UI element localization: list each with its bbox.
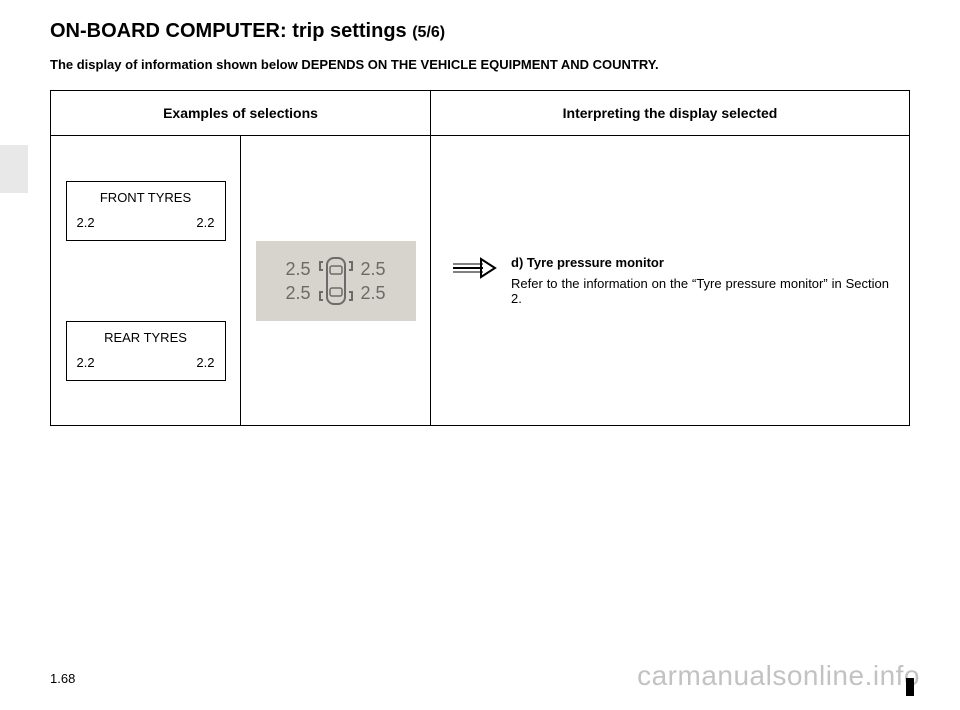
car-fl-value: 2.5: [285, 260, 310, 278]
corner-mark: [906, 678, 914, 696]
page-number: 1.68: [50, 671, 75, 686]
front-right-value: 2.2: [196, 215, 214, 230]
page-title: ON-BOARD COMPUTER: trip settings (5/6): [50, 20, 910, 43]
rear-left-value: 2.2: [77, 355, 95, 370]
interp-title: d) Tyre pressure monitor: [511, 255, 889, 270]
right-pressure-column: 2.5 2.5: [361, 260, 386, 302]
car-display: 2.5 2.5 2.5 2.5: [256, 241, 416, 321]
interp-body: Refer to the information on the “Tyre pr…: [511, 276, 889, 306]
equipment-note: The display of information shown below D…: [50, 57, 910, 72]
page-content: ON-BOARD COMPUTER: trip settings (5/6) T…: [0, 0, 960, 426]
watermark: carmanualsonline.info: [637, 660, 920, 692]
car-icon: [317, 252, 355, 310]
rear-tyres-label: REAR TYRES: [77, 330, 215, 345]
header-examples: Examples of selections: [51, 91, 431, 136]
example-cell-graphic: 2.5 2.5 2.5 2.5: [241, 136, 431, 426]
interpretation-text: d) Tyre pressure monitor Refer to the in…: [511, 255, 889, 306]
left-pressure-column: 2.5 2.5: [285, 260, 310, 302]
front-tyres-box: FRONT TYRES 2.2 2.2: [66, 181, 226, 241]
rear-right-value: 2.2: [196, 355, 214, 370]
car-fr-value: 2.5: [361, 260, 386, 278]
side-tab: [0, 145, 28, 193]
rear-tyres-box: REAR TYRES 2.2 2.2: [66, 321, 226, 381]
example-cell-text: FRONT TYRES 2.2 2.2 REAR TYRES 2.2 2.2: [51, 136, 241, 426]
header-interpret: Interpreting the display selected: [431, 91, 910, 136]
car-rl-value: 2.5: [285, 284, 310, 302]
car-rr-value: 2.5: [361, 284, 386, 302]
settings-table: Examples of selections Interpreting the …: [50, 90, 910, 426]
front-tyres-label: FRONT TYRES: [77, 190, 215, 205]
front-left-value: 2.2: [77, 215, 95, 230]
arrow-icon: [451, 257, 497, 279]
title-main: ON-BOARD COMPUTER: trip settings: [50, 20, 412, 42]
title-sub: (5/6): [412, 24, 445, 41]
interpretation-cell: d) Tyre pressure monitor Refer to the in…: [431, 136, 910, 426]
